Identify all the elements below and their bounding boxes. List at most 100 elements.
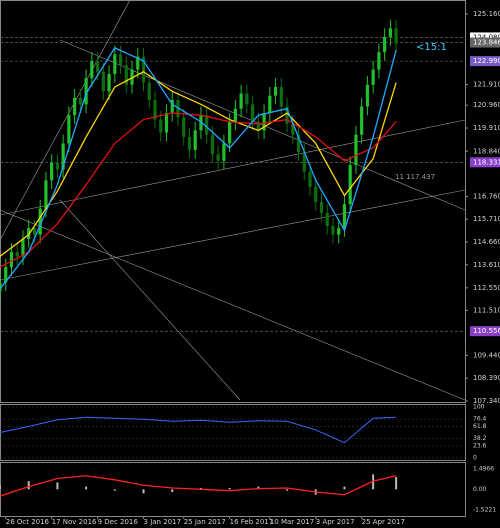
macd-bar bbox=[199, 487, 202, 490]
macd-bar bbox=[257, 486, 260, 490]
candle-body bbox=[262, 113, 266, 131]
candle-body bbox=[9, 252, 14, 268]
candle-body bbox=[55, 162, 60, 170]
candle-body bbox=[314, 186, 318, 203]
level-label-box bbox=[470, 157, 500, 168]
candle-body bbox=[164, 113, 169, 133]
moving-average bbox=[0, 112, 397, 268]
candle-body bbox=[147, 82, 151, 100]
y-tick-label: 115.710 bbox=[473, 215, 500, 223]
candle-body bbox=[354, 134, 358, 166]
level-label-box bbox=[470, 326, 500, 337]
oscillator-line bbox=[0, 416, 397, 444]
candle-body bbox=[182, 117, 186, 137]
macd-bar bbox=[27, 481, 30, 490]
candle-body bbox=[73, 97, 77, 116]
candle-body bbox=[78, 97, 82, 105]
candle-body bbox=[360, 106, 364, 135]
osc-tick-label: 0 bbox=[473, 455, 477, 462]
candle-body bbox=[222, 143, 226, 161]
candle-body bbox=[371, 69, 375, 85]
annotation: <15:1 bbox=[416, 42, 447, 53]
main-panel bbox=[0, 0, 466, 403]
candle-body bbox=[44, 180, 48, 209]
trend-line bbox=[0, 0, 131, 241]
candle-body bbox=[331, 225, 335, 235]
macd-bar bbox=[56, 482, 59, 490]
candle-body bbox=[325, 212, 329, 226]
candle-body bbox=[337, 228, 341, 235]
y-tick-label: 125.160 bbox=[473, 10, 500, 18]
x-tick-label: 3 Jan 2017 bbox=[144, 518, 182, 526]
y-tick-label: 119.910 bbox=[473, 124, 500, 132]
y-tick-label: 109.440 bbox=[473, 351, 500, 359]
osc-tick-label: 100 bbox=[473, 404, 485, 411]
candle-body bbox=[205, 115, 209, 135]
candle-body bbox=[365, 84, 370, 107]
macd-bar bbox=[142, 489, 145, 494]
candle-body bbox=[118, 54, 123, 66]
x-tick-label: 26 Oct 2016 bbox=[6, 518, 50, 526]
candle-body bbox=[342, 204, 347, 229]
x-tick-label: 16 Feb 2017 bbox=[230, 518, 274, 526]
macd-bar bbox=[85, 486, 88, 490]
candle-body bbox=[95, 60, 100, 72]
y-tick-label: 121.910 bbox=[473, 81, 500, 89]
candle-body bbox=[285, 106, 289, 124]
candle-body bbox=[176, 100, 180, 118]
x-tick-label: 25 Jan 2017 bbox=[184, 518, 226, 526]
candle-body bbox=[377, 52, 381, 70]
candle-body bbox=[136, 56, 140, 70]
candle-body bbox=[32, 228, 37, 235]
trend-line bbox=[0, 189, 466, 281]
macd-signal bbox=[0, 475, 397, 497]
candle-body bbox=[273, 86, 278, 96]
candle-body bbox=[279, 86, 283, 107]
candle-body bbox=[268, 95, 272, 114]
annotation: 11 117.437 bbox=[395, 173, 435, 181]
candle-body bbox=[21, 238, 25, 257]
moving-average bbox=[0, 47, 397, 290]
macd-bar bbox=[395, 477, 398, 490]
level-label-box bbox=[470, 37, 500, 48]
level-label: 123.846 bbox=[473, 39, 500, 47]
osc-tick-label: 23.6 bbox=[473, 442, 487, 449]
trend-line bbox=[59, 199, 241, 401]
x-tick-label: 17 Nov 2016 bbox=[52, 518, 97, 526]
macd-bar bbox=[113, 489, 116, 491]
candle-body bbox=[250, 104, 255, 122]
candle-body bbox=[245, 93, 249, 105]
level-label-box bbox=[470, 32, 500, 43]
candle-body bbox=[199, 115, 203, 131]
trend-line bbox=[0, 209, 466, 401]
candle-body bbox=[90, 60, 94, 79]
candle-body bbox=[296, 134, 301, 153]
candle-body bbox=[0, 282, 2, 292]
candle-body bbox=[239, 93, 243, 109]
macd-bar bbox=[228, 487, 231, 490]
x-tick-label: 10 Mar 2017 bbox=[270, 518, 314, 526]
candle-body bbox=[107, 73, 111, 92]
candle-body bbox=[216, 154, 220, 161]
candle-body bbox=[228, 121, 232, 144]
candle-body bbox=[38, 208, 42, 235]
candle-body bbox=[15, 252, 19, 257]
y-tick-label: 108.390 bbox=[473, 374, 500, 382]
candle-body bbox=[159, 119, 163, 133]
moving-average bbox=[0, 71, 397, 257]
candle-body bbox=[50, 162, 54, 181]
x-tick-label: 25 Apr 2017 bbox=[362, 518, 405, 526]
candle-body bbox=[291, 123, 295, 135]
osc-tick-label: 38.2 bbox=[473, 435, 487, 442]
macd-bar bbox=[171, 489, 174, 493]
candle-body bbox=[233, 108, 237, 122]
candle-body bbox=[302, 152, 306, 172]
level-label: 124.080 bbox=[473, 33, 500, 41]
candle-body bbox=[61, 143, 65, 170]
x-tick-label: 9 Dec 2016 bbox=[98, 518, 139, 526]
osc-tick-label: 61.8 bbox=[473, 423, 487, 430]
y-tick-label: 113.610 bbox=[473, 261, 500, 269]
candle-body bbox=[141, 56, 146, 83]
macd-tick-label: -1.5221 bbox=[473, 507, 496, 514]
